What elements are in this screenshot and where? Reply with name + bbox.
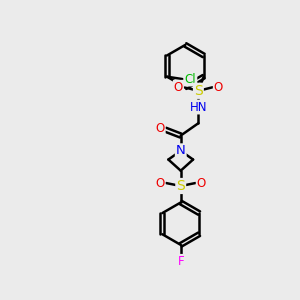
Text: O: O (155, 176, 165, 190)
Text: S: S (194, 84, 203, 98)
Text: O: O (214, 81, 223, 94)
Text: HN: HN (190, 100, 207, 113)
Text: O: O (174, 81, 183, 94)
Text: F: F (177, 255, 184, 268)
Text: O: O (197, 176, 206, 190)
Text: S: S (176, 179, 185, 193)
Text: N: N (176, 144, 186, 158)
Text: O: O (155, 122, 165, 135)
Text: Cl: Cl (185, 73, 196, 85)
